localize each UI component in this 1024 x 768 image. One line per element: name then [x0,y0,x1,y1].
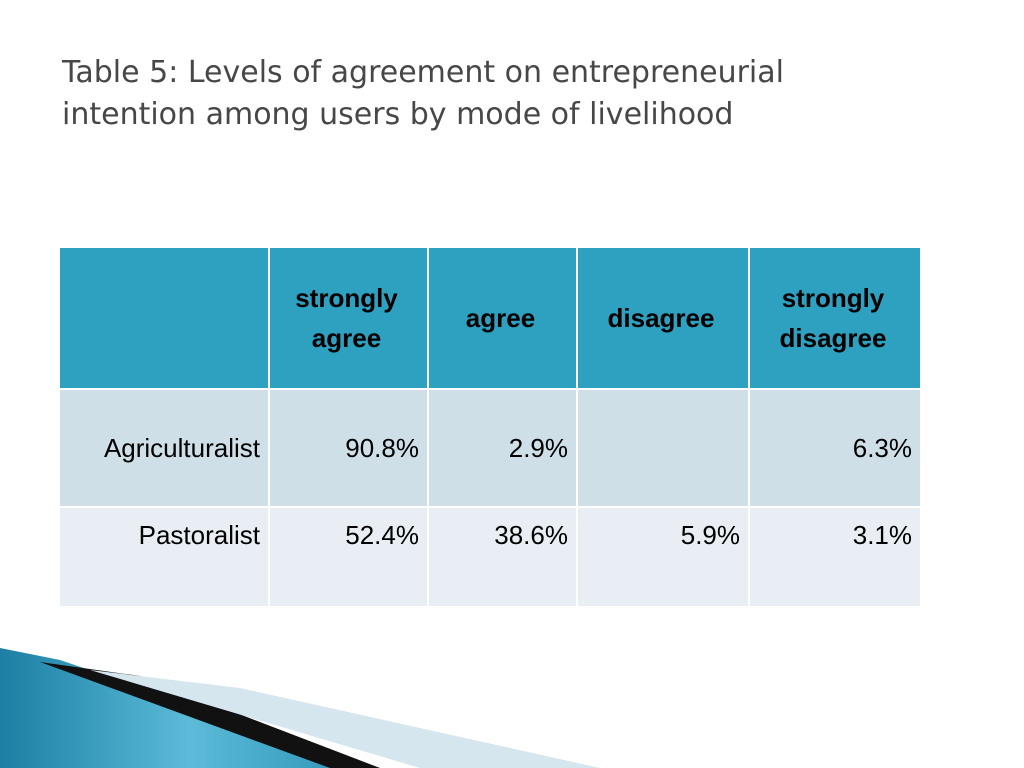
slide-title: Table 5: Levels of agreement on entrepre… [62,52,784,136]
table-cell: 6.3% [750,390,920,506]
header-cell: strongly agree [270,248,427,388]
title-line: Table 5: Levels of agreement on entrepre… [62,55,784,90]
header-cell: disagree [578,248,748,388]
header-cell [60,248,268,388]
header-row: strongly agree agree disagree strongly disa… [60,248,920,388]
table-row: Agriculturalist 90.8% 2.9% 6.3% [60,390,920,506]
table-cell: 3.1% [750,508,920,606]
header-cell: agree [429,248,576,388]
table-cell: 90.8% [270,390,427,506]
title-line: intention among users by mode of livelih… [62,97,734,132]
decoration [0,648,600,768]
table-cell: 38.6% [429,508,576,606]
header-cell: strongly disagree [750,248,920,388]
table-cell [578,390,748,506]
table-row: Pastoralist 52.4% 38.6% 5.9% 3.1% [60,508,920,606]
table-cell: 52.4% [270,508,427,606]
row-label: Pastoralist [60,508,268,606]
table-cell: 5.9% [578,508,748,606]
data-table: strongly agree agree disagree strongly disa… [58,246,922,608]
table-cell: 2.9% [429,390,576,506]
row-label: Agriculturalist [60,390,268,506]
